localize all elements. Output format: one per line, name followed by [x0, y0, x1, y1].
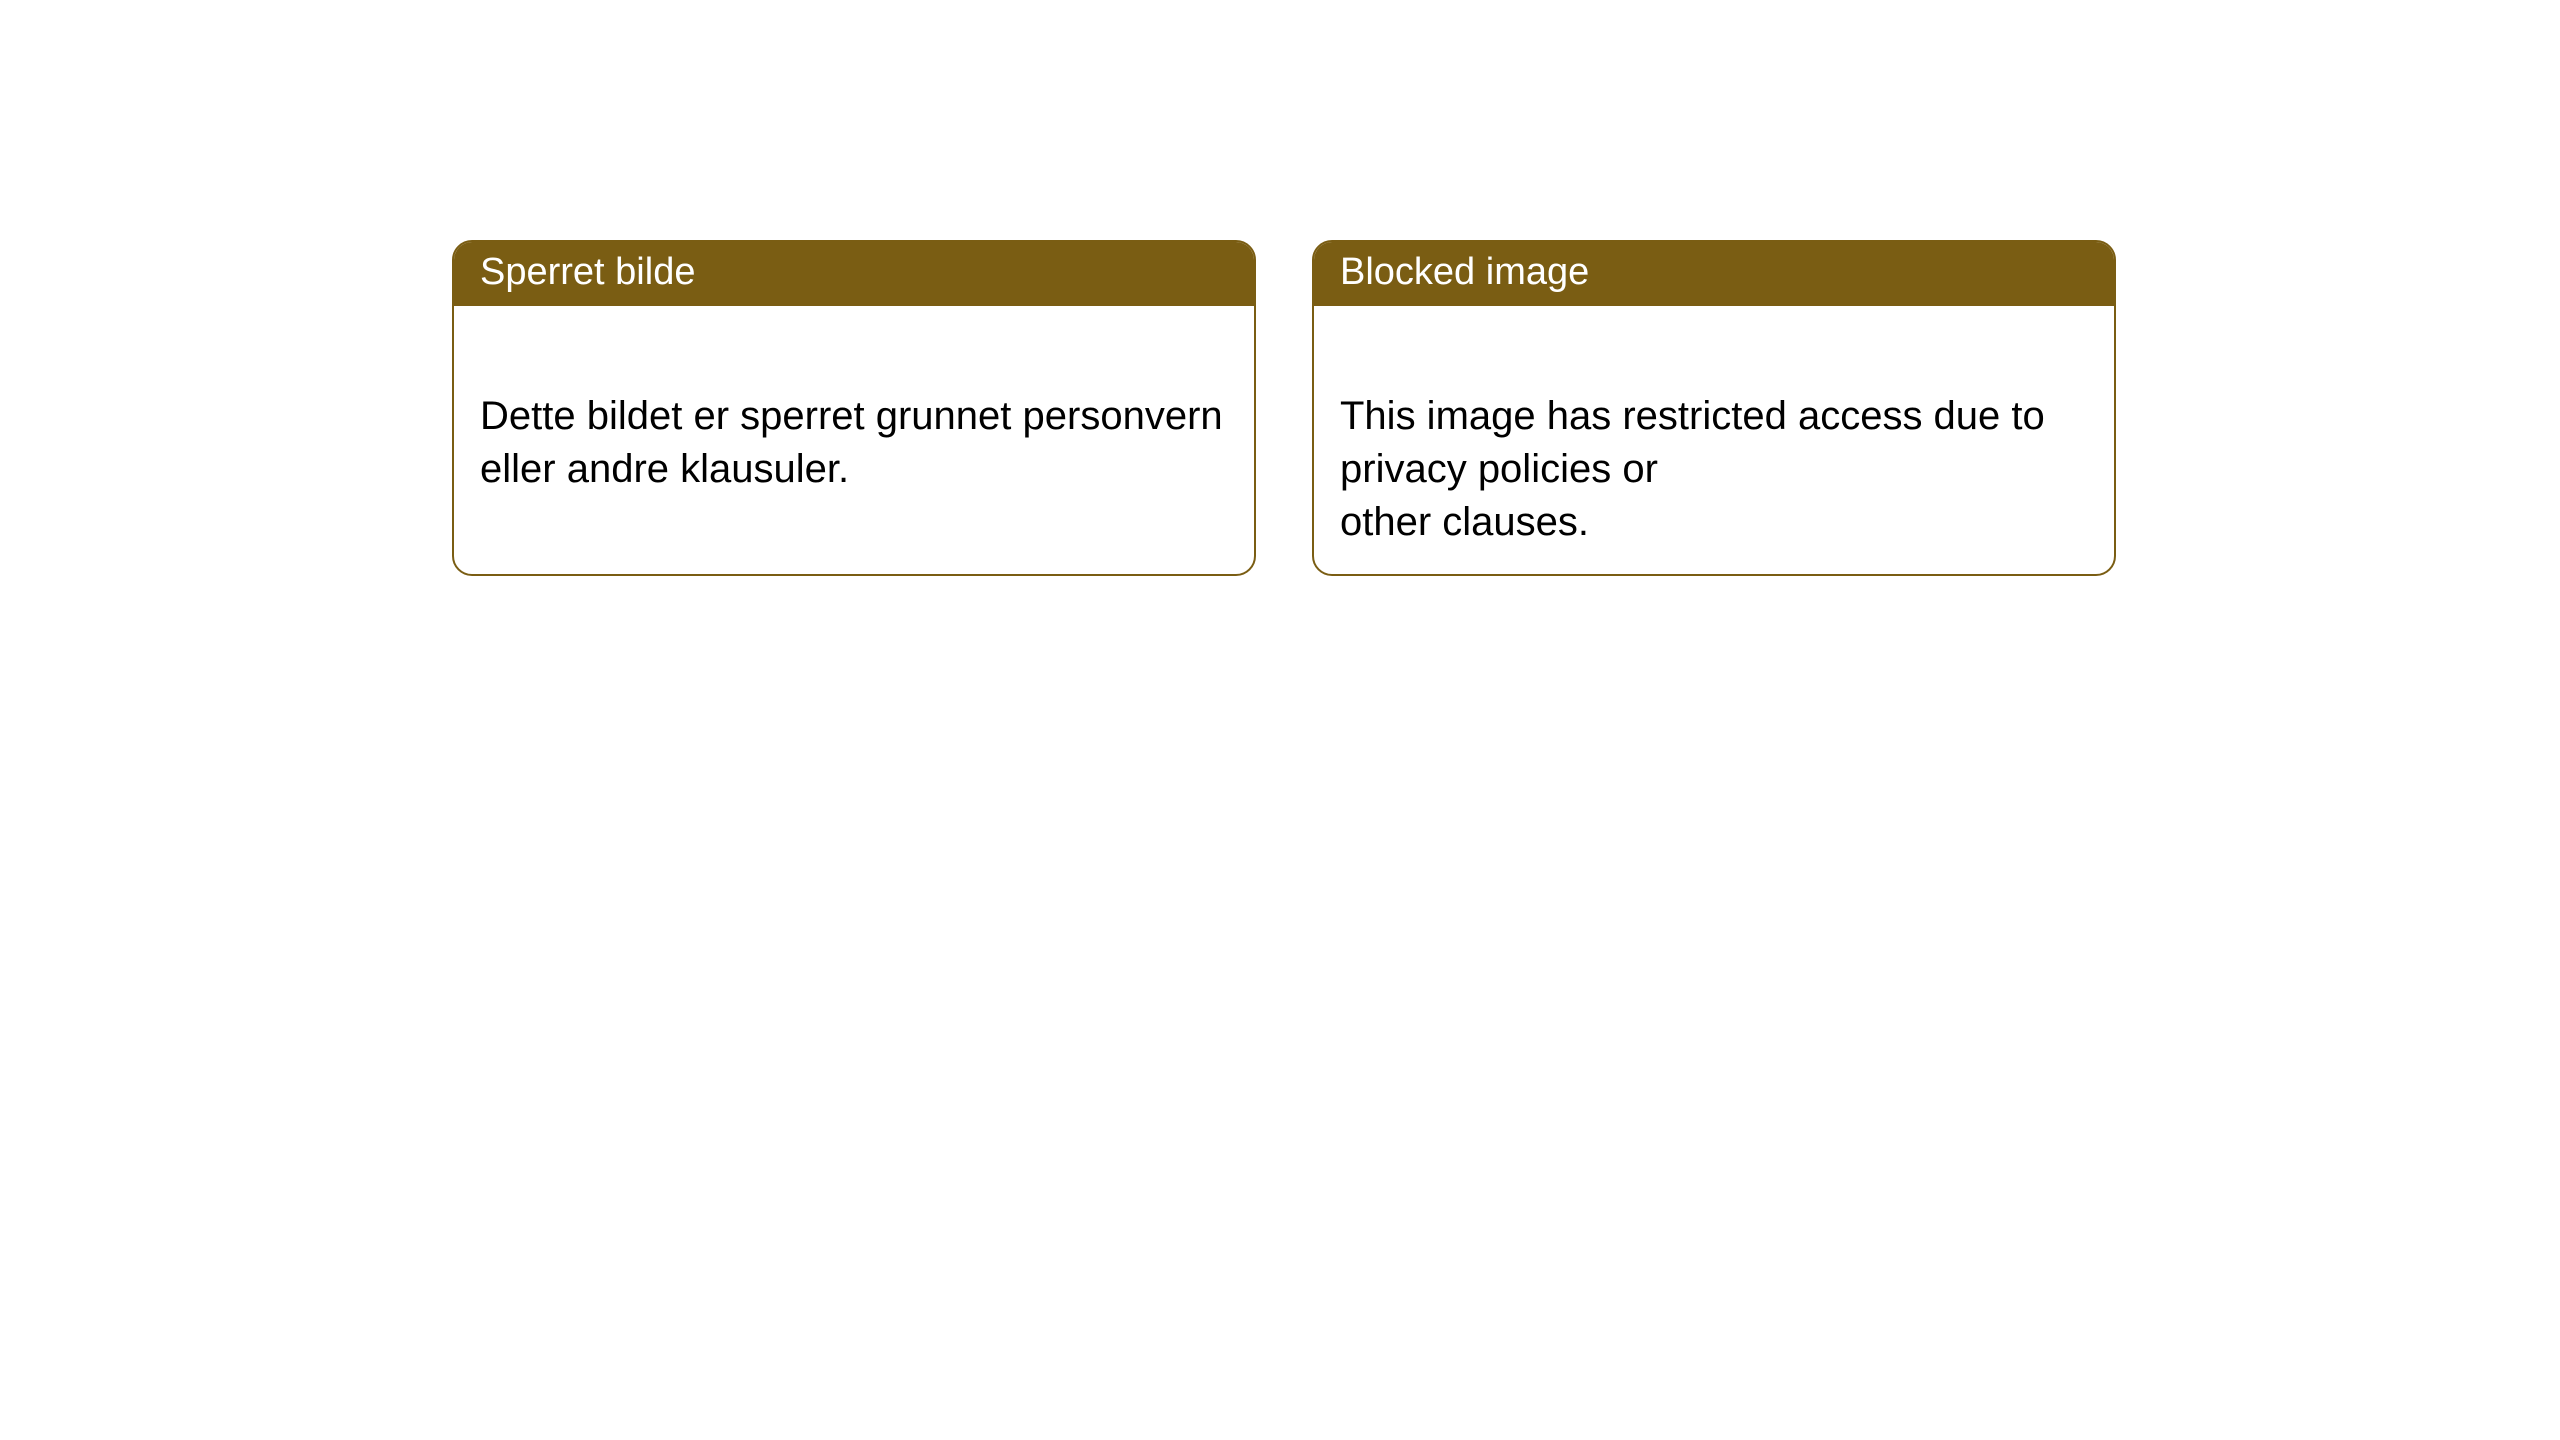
notice-card-english: Blocked image This image has restricted …: [1312, 240, 2116, 576]
card-header: Blocked image: [1314, 242, 2114, 306]
card-body: This image has restricted access due to …: [1314, 306, 2114, 576]
notice-card-norwegian: Sperret bilde Dette bildet er sperret gr…: [452, 240, 1256, 576]
card-title: Sperret bilde: [480, 251, 695, 293]
card-body-text: This image has restricted access due to …: [1340, 394, 2045, 544]
card-body: Dette bildet er sperret grunnet personve…: [454, 306, 1254, 528]
card-title: Blocked image: [1340, 251, 1589, 293]
notice-container: Sperret bilde Dette bildet er sperret gr…: [0, 0, 2560, 576]
card-body-text: Dette bildet er sperret grunnet personve…: [480, 394, 1223, 491]
card-header: Sperret bilde: [454, 242, 1254, 306]
